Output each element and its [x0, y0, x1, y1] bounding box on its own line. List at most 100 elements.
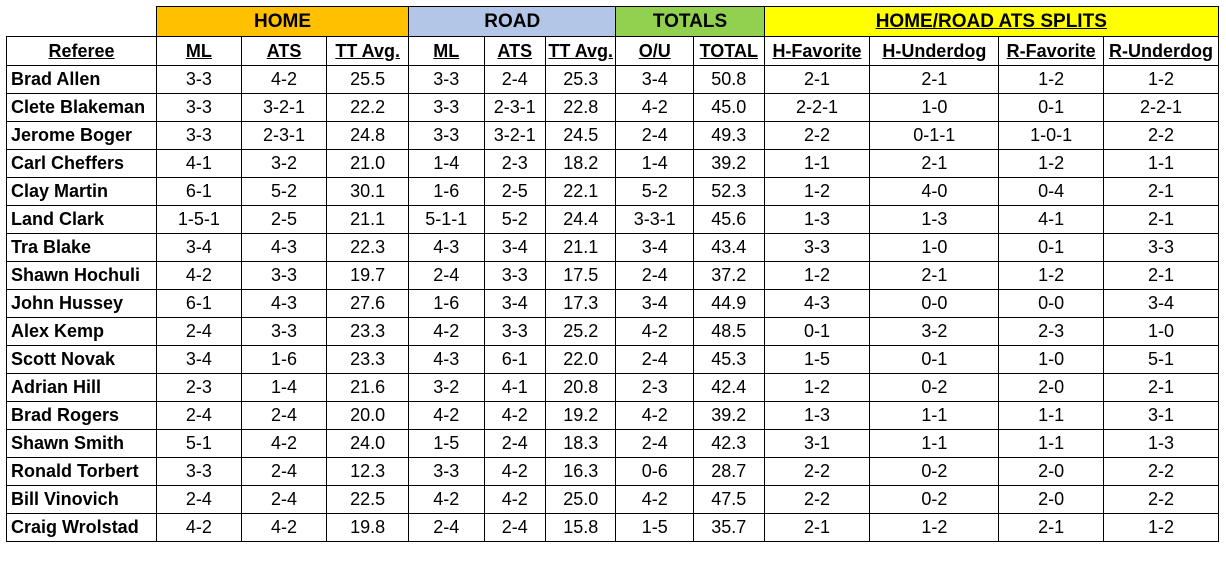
home-tt-avg-cell[interactable]: 24.0	[326, 429, 409, 458]
h-underdog-cell[interactable]: 0-0	[869, 289, 1000, 318]
road-ml-cell[interactable]: 4-2	[407, 485, 485, 514]
r-underdog-cell[interactable]: 1-3	[1103, 429, 1219, 458]
road-ml-cell[interactable]: 3-3	[407, 121, 485, 150]
home-tt-avg-cell[interactable]: 21.0	[326, 149, 409, 178]
r-favorite-cell[interactable]: 1-1	[998, 401, 1105, 430]
header-home-ats[interactable]: ATS	[240, 36, 328, 66]
h-favorite-cell[interactable]: 2-2	[763, 457, 871, 486]
referee-name-cell[interactable]: Adrian Hill	[5, 373, 158, 402]
r-favorite-cell[interactable]: 4-1	[998, 205, 1105, 234]
h-underdog-cell[interactable]: 0-2	[869, 373, 1000, 402]
header-home-ml[interactable]: ML	[156, 36, 242, 66]
referee-name-cell[interactable]: Ronald Torbert	[5, 457, 158, 486]
road-ats-cell[interactable]: 6-1	[483, 345, 546, 374]
group-totals[interactable]: TOTALS	[615, 6, 765, 37]
referee-name-cell[interactable]: Tra Blake	[5, 233, 158, 262]
road-ml-cell[interactable]: 1-5	[407, 429, 485, 458]
h-favorite-cell[interactable]: 1-2	[763, 373, 871, 402]
home-tt-avg-cell[interactable]: 22.2	[326, 93, 409, 122]
r-favorite-cell[interactable]: 0-0	[998, 289, 1105, 318]
r-underdog-cell[interactable]: 2-1	[1103, 373, 1219, 402]
road-tt-avg-cell[interactable]: 15.8	[544, 513, 617, 542]
header-ou[interactable]: O/U	[615, 36, 695, 66]
referee-name-cell[interactable]: Shawn Smith	[5, 429, 158, 458]
home-ats-cell[interactable]: 4-3	[240, 233, 328, 262]
road-ml-cell[interactable]: 3-2	[407, 373, 485, 402]
home-ats-cell[interactable]: 2-4	[240, 401, 328, 430]
h-favorite-cell[interactable]: 1-2	[763, 177, 871, 206]
road-ats-cell[interactable]: 4-2	[483, 485, 546, 514]
road-tt-avg-cell[interactable]: 24.4	[544, 205, 617, 234]
header-h-favorite[interactable]: H-Favorite	[763, 36, 871, 66]
home-ats-cell[interactable]: 3-3	[240, 261, 328, 290]
road-ats-cell[interactable]: 2-4	[483, 65, 546, 94]
road-ml-cell[interactable]: 1-6	[407, 289, 485, 318]
home-tt-avg-cell[interactable]: 25.5	[326, 65, 409, 94]
group-splits[interactable]: HOME/ROAD ATS SPLITS	[763, 6, 1220, 37]
road-ats-cell[interactable]: 2-4	[483, 513, 546, 542]
r-favorite-cell[interactable]: 1-2	[998, 149, 1105, 178]
road-tt-avg-cell[interactable]: 24.5	[544, 121, 617, 150]
road-tt-avg-cell[interactable]: 19.2	[544, 401, 617, 430]
header-total[interactable]: TOTAL	[693, 36, 765, 66]
road-ml-cell[interactable]: 4-3	[407, 233, 485, 262]
r-underdog-cell[interactable]: 2-1	[1103, 205, 1219, 234]
r-favorite-cell[interactable]: 1-0	[998, 345, 1105, 374]
home-ml-cell[interactable]: 5-1	[156, 429, 242, 458]
home-tt-avg-cell[interactable]: 23.3	[326, 345, 409, 374]
home-ats-cell[interactable]: 2-4	[240, 457, 328, 486]
r-underdog-cell[interactable]: 3-4	[1103, 289, 1219, 318]
road-ats-cell[interactable]: 4-1	[483, 373, 546, 402]
home-ats-cell[interactable]: 1-4	[240, 373, 328, 402]
total-cell[interactable]: 42.4	[693, 373, 765, 402]
referee-name-cell[interactable]: Brad Allen	[5, 65, 158, 94]
referee-name-cell[interactable]: Clay Martin	[5, 177, 158, 206]
road-ml-cell[interactable]: 4-3	[407, 345, 485, 374]
home-tt-avg-cell[interactable]: 30.1	[326, 177, 409, 206]
r-favorite-cell[interactable]: 1-2	[998, 261, 1105, 290]
road-ats-cell[interactable]: 2-4	[483, 429, 546, 458]
home-ml-cell[interactable]: 2-4	[156, 401, 242, 430]
header-h-underdog[interactable]: H-Underdog	[869, 36, 1000, 66]
r-underdog-cell[interactable]: 1-2	[1103, 65, 1219, 94]
h-favorite-cell[interactable]: 1-1	[763, 149, 871, 178]
road-ml-cell[interactable]: 1-4	[407, 149, 485, 178]
r-underdog-cell[interactable]: 1-0	[1103, 317, 1219, 346]
r-underdog-cell[interactable]: 2-2	[1103, 485, 1219, 514]
home-tt-avg-cell[interactable]: 22.3	[326, 233, 409, 262]
total-cell[interactable]: 44.9	[693, 289, 765, 318]
h-favorite-cell[interactable]: 2-1	[763, 513, 871, 542]
referee-name-cell[interactable]: Land Clark	[5, 205, 158, 234]
header-road-ats[interactable]: ATS	[483, 36, 546, 66]
header-home-tt-avg[interactable]: TT Avg.	[326, 36, 409, 66]
road-tt-avg-cell[interactable]: 22.1	[544, 177, 617, 206]
home-tt-avg-cell[interactable]: 27.6	[326, 289, 409, 318]
ou-cell[interactable]: 3-4	[615, 233, 695, 262]
r-underdog-cell[interactable]: 3-1	[1103, 401, 1219, 430]
header-referee[interactable]: Referee	[5, 36, 158, 66]
r-favorite-cell[interactable]: 2-1	[998, 513, 1105, 542]
road-tt-avg-cell[interactable]: 21.1	[544, 233, 617, 262]
home-ats-cell[interactable]: 4-3	[240, 289, 328, 318]
road-ml-cell[interactable]: 4-2	[407, 401, 485, 430]
road-ml-cell[interactable]: 3-3	[407, 93, 485, 122]
referee-name-cell[interactable]: Scott Novak	[5, 345, 158, 374]
home-tt-avg-cell[interactable]: 21.6	[326, 373, 409, 402]
home-tt-avg-cell[interactable]: 23.3	[326, 317, 409, 346]
road-tt-avg-cell[interactable]: 16.3	[544, 457, 617, 486]
referee-name-cell[interactable]: Shawn Hochuli	[5, 261, 158, 290]
road-tt-avg-cell[interactable]: 18.3	[544, 429, 617, 458]
h-favorite-cell[interactable]: 1-2	[763, 261, 871, 290]
h-underdog-cell[interactable]: 1-3	[869, 205, 1000, 234]
ou-cell[interactable]: 2-4	[615, 429, 695, 458]
road-ml-cell[interactable]: 1-6	[407, 177, 485, 206]
road-tt-avg-cell[interactable]: 18.2	[544, 149, 617, 178]
home-ats-cell[interactable]: 4-2	[240, 429, 328, 458]
home-tt-avg-cell[interactable]: 19.7	[326, 261, 409, 290]
r-favorite-cell[interactable]: 2-3	[998, 317, 1105, 346]
ou-cell[interactable]: 4-2	[615, 317, 695, 346]
ou-cell[interactable]: 3-4	[615, 65, 695, 94]
ou-cell[interactable]: 3-4	[615, 289, 695, 318]
road-ml-cell[interactable]: 5-1-1	[407, 205, 485, 234]
h-favorite-cell[interactable]: 4-3	[763, 289, 871, 318]
